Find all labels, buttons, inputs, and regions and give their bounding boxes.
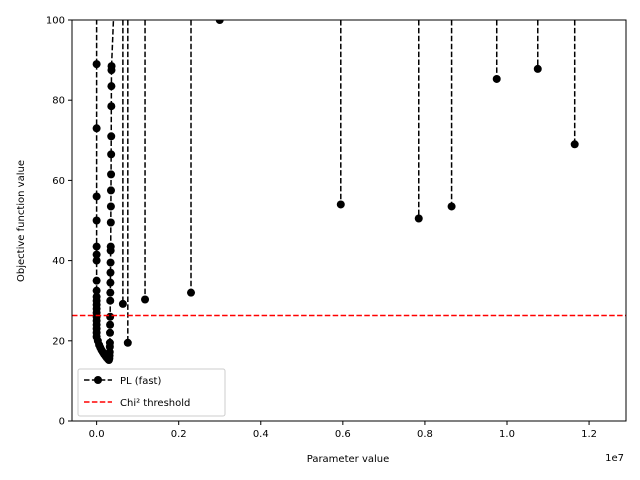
series-pl-fast-point-39 [106,296,115,305]
branch-point-3 [187,288,196,297]
series-pl-fast-point-38 [106,312,115,321]
x-scale-offset-label: 1e7 [605,453,624,464]
legend-swatch-pl-fast-marker [94,376,102,384]
axes: 0.0 0.2 0.4 0.6 0.8 1.0 1.2 0 20 40 60 80 100 [46,16,627,440]
x-tick-label-6: 1.2 [581,429,597,440]
series-pl-fast-point-49 [107,170,116,179]
series-pl-fast-point-8 [92,286,101,295]
branch-point-0 [118,299,127,308]
series-pl-fast-point-40 [106,288,115,297]
y-tick-label-0: 0 [59,417,65,428]
series-pl-fast-point-52 [107,102,116,111]
series-pl-fast-point-43 [106,258,115,267]
legend-label-pl-fast: PL (fast) [120,376,161,387]
plot-area [72,20,626,365]
series-pl-fast-point-5 [92,250,101,259]
axes-frame [71,19,627,422]
series-pl-fast-point-7 [92,276,101,285]
branch-point-8 [533,64,542,73]
series-pl-fast-point-55 [107,62,116,71]
y-tick-label-4: 80 [52,96,65,107]
y-axis-label: Objective function value [16,160,27,282]
y-tick-label-2: 40 [52,256,65,267]
series-pl-fast-point-2 [92,192,101,201]
x-tick-label-1: 0.2 [171,429,187,440]
series-pl-fast-point-46 [106,218,115,227]
series-pl-fast-point-45 [106,242,115,251]
branch-point-2 [141,295,150,304]
series-pl-fast-point-0 [92,60,101,69]
series-pl-fast-point-53 [107,82,116,91]
x-tick-label-5: 1.0 [499,429,515,440]
branch-point-7 [492,74,501,83]
x-axis-label: Parameter value [307,454,390,465]
series-pl-fast-point-47 [106,202,115,211]
legend-box [77,368,226,417]
series-pl-fast-point-35 [105,338,114,347]
series-pl-fast-point-37 [106,320,115,329]
y-tick-label-3: 60 [52,176,65,187]
top-point [215,20,224,24]
series-pl-fast-point-3 [92,216,101,225]
series-pl-fast-point-6 [92,256,101,265]
x-tick-label-2: 0.4 [253,429,269,440]
x-tick-label-0: 0.0 [89,429,105,440]
branch-point-1 [123,338,132,347]
series-pl-fast-point-41 [106,278,115,287]
y-tick-label-1: 20 [52,336,65,347]
plot-inner [72,20,626,365]
branch-point-6 [447,202,456,211]
series-pl-fast-point-4 [92,242,101,251]
series-pl-fast-point-36 [106,328,115,337]
legend: PL (fast) Chi² threshold [77,368,226,417]
branch-point-9 [570,140,579,149]
series-pl-fast-point-1 [92,124,101,133]
legend-label-threshold: Chi² threshold [120,398,190,409]
series-pl-fast-point-42 [106,268,115,277]
series-pl-fast-point-48 [106,186,115,195]
x-tick-label-4: 0.8 [417,429,433,440]
branch-point-5 [414,214,423,223]
series-pl-fast-point-50 [107,150,116,159]
y-tick-label-5: 100 [46,16,65,27]
x-tick-label-3: 0.6 [335,429,351,440]
branch-point-4 [336,200,345,209]
series-pl-fast-point-51 [107,132,116,141]
